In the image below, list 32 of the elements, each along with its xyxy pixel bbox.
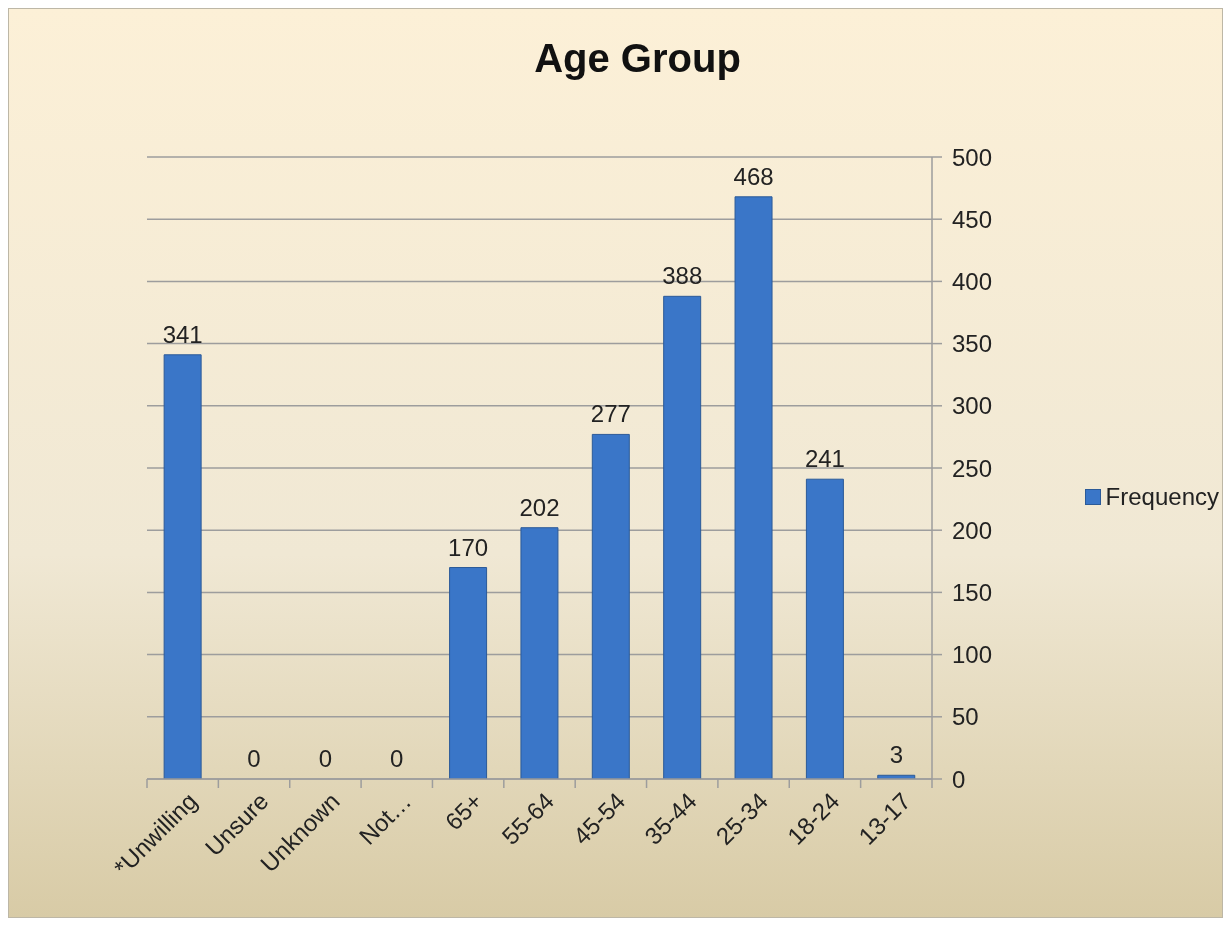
data-label: 202	[519, 493, 560, 521]
y-tick-label: 150	[952, 578, 993, 606]
y-tick-label: 250	[952, 454, 993, 482]
data-label: 0	[247, 745, 261, 772]
data-label: 241	[804, 445, 845, 473]
data-label: 0	[390, 745, 404, 772]
y-tick-label: 350	[952, 330, 993, 358]
y-tick-label: 100	[952, 641, 993, 669]
data-label: 3	[889, 741, 903, 769]
bar	[591, 433, 630, 779]
bar	[734, 196, 773, 779]
bar	[805, 478, 844, 779]
x-tick-label: 65+	[439, 787, 488, 836]
y-tick-label: 400	[952, 267, 993, 295]
y-tick-label: 200	[952, 516, 993, 544]
data-label: 0	[318, 745, 333, 772]
bar	[163, 354, 202, 779]
y-tick-label: 0	[952, 765, 966, 793]
data-label: 277	[590, 400, 631, 428]
data-label: 341	[162, 320, 203, 348]
bar	[520, 527, 559, 779]
legend-label: Frequency	[1105, 483, 1219, 511]
chart-title: Age Group	[533, 36, 742, 81]
data-label: 388	[662, 262, 703, 290]
data-label: 468	[733, 162, 774, 190]
bar	[449, 567, 488, 779]
y-tick-label: 500	[952, 143, 993, 171]
y-tick-label: 450	[952, 205, 993, 233]
y-tick-label: 50	[952, 703, 979, 731]
bar	[663, 295, 702, 779]
y-tick-label: 300	[952, 392, 993, 420]
data-label: 170	[448, 533, 489, 561]
